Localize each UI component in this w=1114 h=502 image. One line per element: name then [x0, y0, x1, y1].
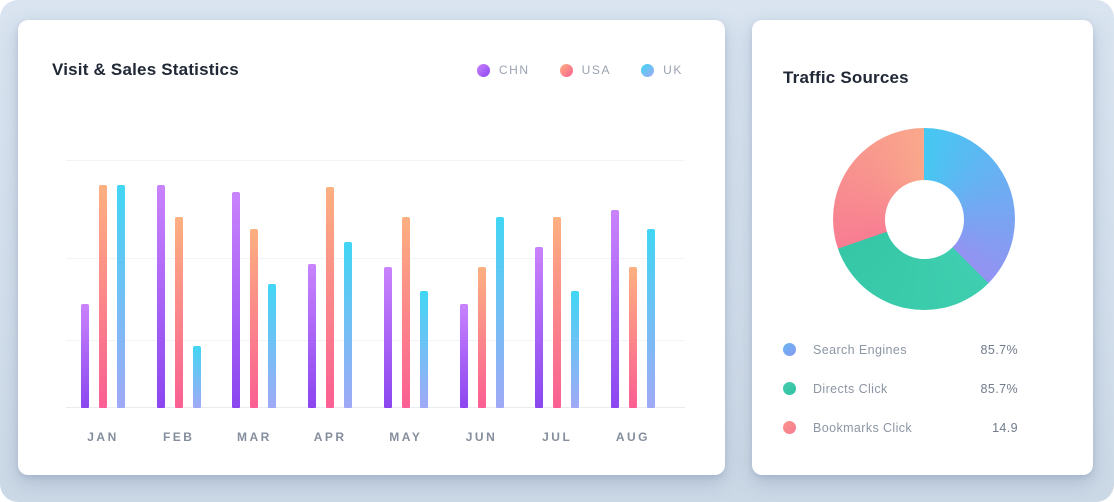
bar-group-aug [610, 160, 655, 408]
bar-group-jul [535, 160, 580, 408]
legend-label: USA [581, 63, 612, 77]
bar-uk-apr[interactable] [344, 242, 353, 408]
legend-dot-usa [559, 63, 573, 77]
legend-item-uk[interactable]: UK [641, 63, 683, 77]
donut-legend-dot [783, 421, 796, 434]
legend-item-usa[interactable]: USA [559, 63, 612, 77]
x-label-apr: APR [313, 430, 347, 444]
bar-group-feb [156, 160, 201, 408]
x-label-may: MAY [389, 430, 423, 444]
donut-legend-label: Bookmarks Click [813, 420, 913, 435]
donut-chart[interactable] [833, 128, 1015, 310]
donut-legend-dot [783, 343, 796, 356]
bar-group-mar [232, 160, 277, 408]
visit-sales-header: Visit & Sales Statistics CHN USA UK [18, 20, 725, 80]
donut-legend: Search Engines 85.7% Directs Click 85.7% Boo… [783, 343, 1018, 460]
bar-usa-apr[interactable] [326, 187, 335, 408]
x-label-aug: AUG [615, 430, 650, 444]
bar-usa-jul[interactable] [553, 217, 562, 408]
x-label-feb: FEB [162, 430, 195, 444]
bar-uk-jun[interactable] [495, 217, 504, 408]
gridline [66, 258, 685, 259]
bar-chart-legend: CHN USA UK [476, 63, 683, 77]
x-label-jan: JAN [87, 430, 119, 444]
bar-group-jan [81, 160, 125, 408]
bar-uk-jul[interactable] [571, 291, 580, 408]
bar-usa-may[interactable] [401, 217, 410, 408]
bar-uk-may[interactable] [419, 291, 428, 408]
gridline [66, 160, 685, 161]
traffic-sources-title: Traffic Sources [783, 68, 909, 87]
donut-legend-row-bookmarks-click[interactable]: Bookmarks Click 14.9 [783, 420, 1018, 435]
donut-legend-value: 85.7% [980, 381, 1018, 396]
bar-chart-plot [66, 160, 685, 408]
donut-legend-row-search-engines[interactable]: Search Engines 85.7% [783, 342, 1018, 357]
bar-chn-may[interactable] [383, 267, 392, 408]
bar-usa-aug[interactable] [628, 267, 637, 408]
bar-chn-jul[interactable] [535, 247, 544, 408]
donut-legend-dot [783, 382, 796, 395]
bar-group-may [383, 160, 428, 408]
donut-legend-value: 85.7% [980, 342, 1018, 357]
x-label-jul: JUL [542, 430, 573, 444]
bar-usa-feb[interactable] [174, 217, 183, 408]
donut-legend-value: 14.9 [992, 420, 1018, 435]
legend-dot-chn [476, 63, 490, 77]
bar-chn-apr[interactable] [308, 264, 317, 408]
bar-chn-mar[interactable] [232, 192, 241, 408]
donut-legend-label: Search Engines [813, 342, 907, 357]
donut-hole [884, 179, 964, 259]
visit-sales-title: Visit & Sales Statistics [52, 60, 239, 79]
bar-usa-jun[interactable] [477, 267, 486, 408]
bar-uk-jan[interactable] [117, 185, 125, 408]
donut-legend-row-directs-click[interactable]: Directs Click 85.7% [783, 381, 1018, 396]
bar-chn-aug[interactable] [610, 210, 619, 408]
bar-group-apr [308, 160, 353, 408]
bar-chn-feb[interactable] [156, 185, 165, 408]
legend-item-chn[interactable]: CHN [476, 63, 530, 77]
bar-groups [66, 160, 685, 408]
bar-chn-jun[interactable] [459, 304, 468, 408]
bar-uk-aug[interactable] [646, 229, 655, 408]
bar-uk-mar[interactable] [268, 284, 277, 408]
visit-sales-card: Visit & Sales Statistics CHN USA UK JAN FEB… [18, 20, 725, 475]
legend-label: UK [663, 63, 683, 77]
bar-usa-mar[interactable] [250, 229, 259, 408]
bar-chn-jan[interactable] [81, 304, 89, 408]
bar-group-jun [459, 160, 504, 408]
x-axis-labels: JAN FEB MAR APR MAY JUN JUL AUG [66, 430, 685, 444]
x-axis-baseline [66, 407, 685, 408]
traffic-sources-card: Traffic Sources Search Engines 85.7% Direc… [752, 20, 1093, 475]
bar-usa-jan[interactable] [99, 185, 107, 408]
donut-legend-label: Directs Click [813, 381, 888, 396]
legend-label: CHN [498, 63, 530, 77]
legend-dot-uk [641, 63, 655, 77]
bar-uk-feb[interactable] [192, 346, 201, 408]
x-label-mar: MAR [236, 430, 272, 444]
gridline [66, 340, 685, 341]
x-label-jun: JUN [465, 430, 498, 444]
